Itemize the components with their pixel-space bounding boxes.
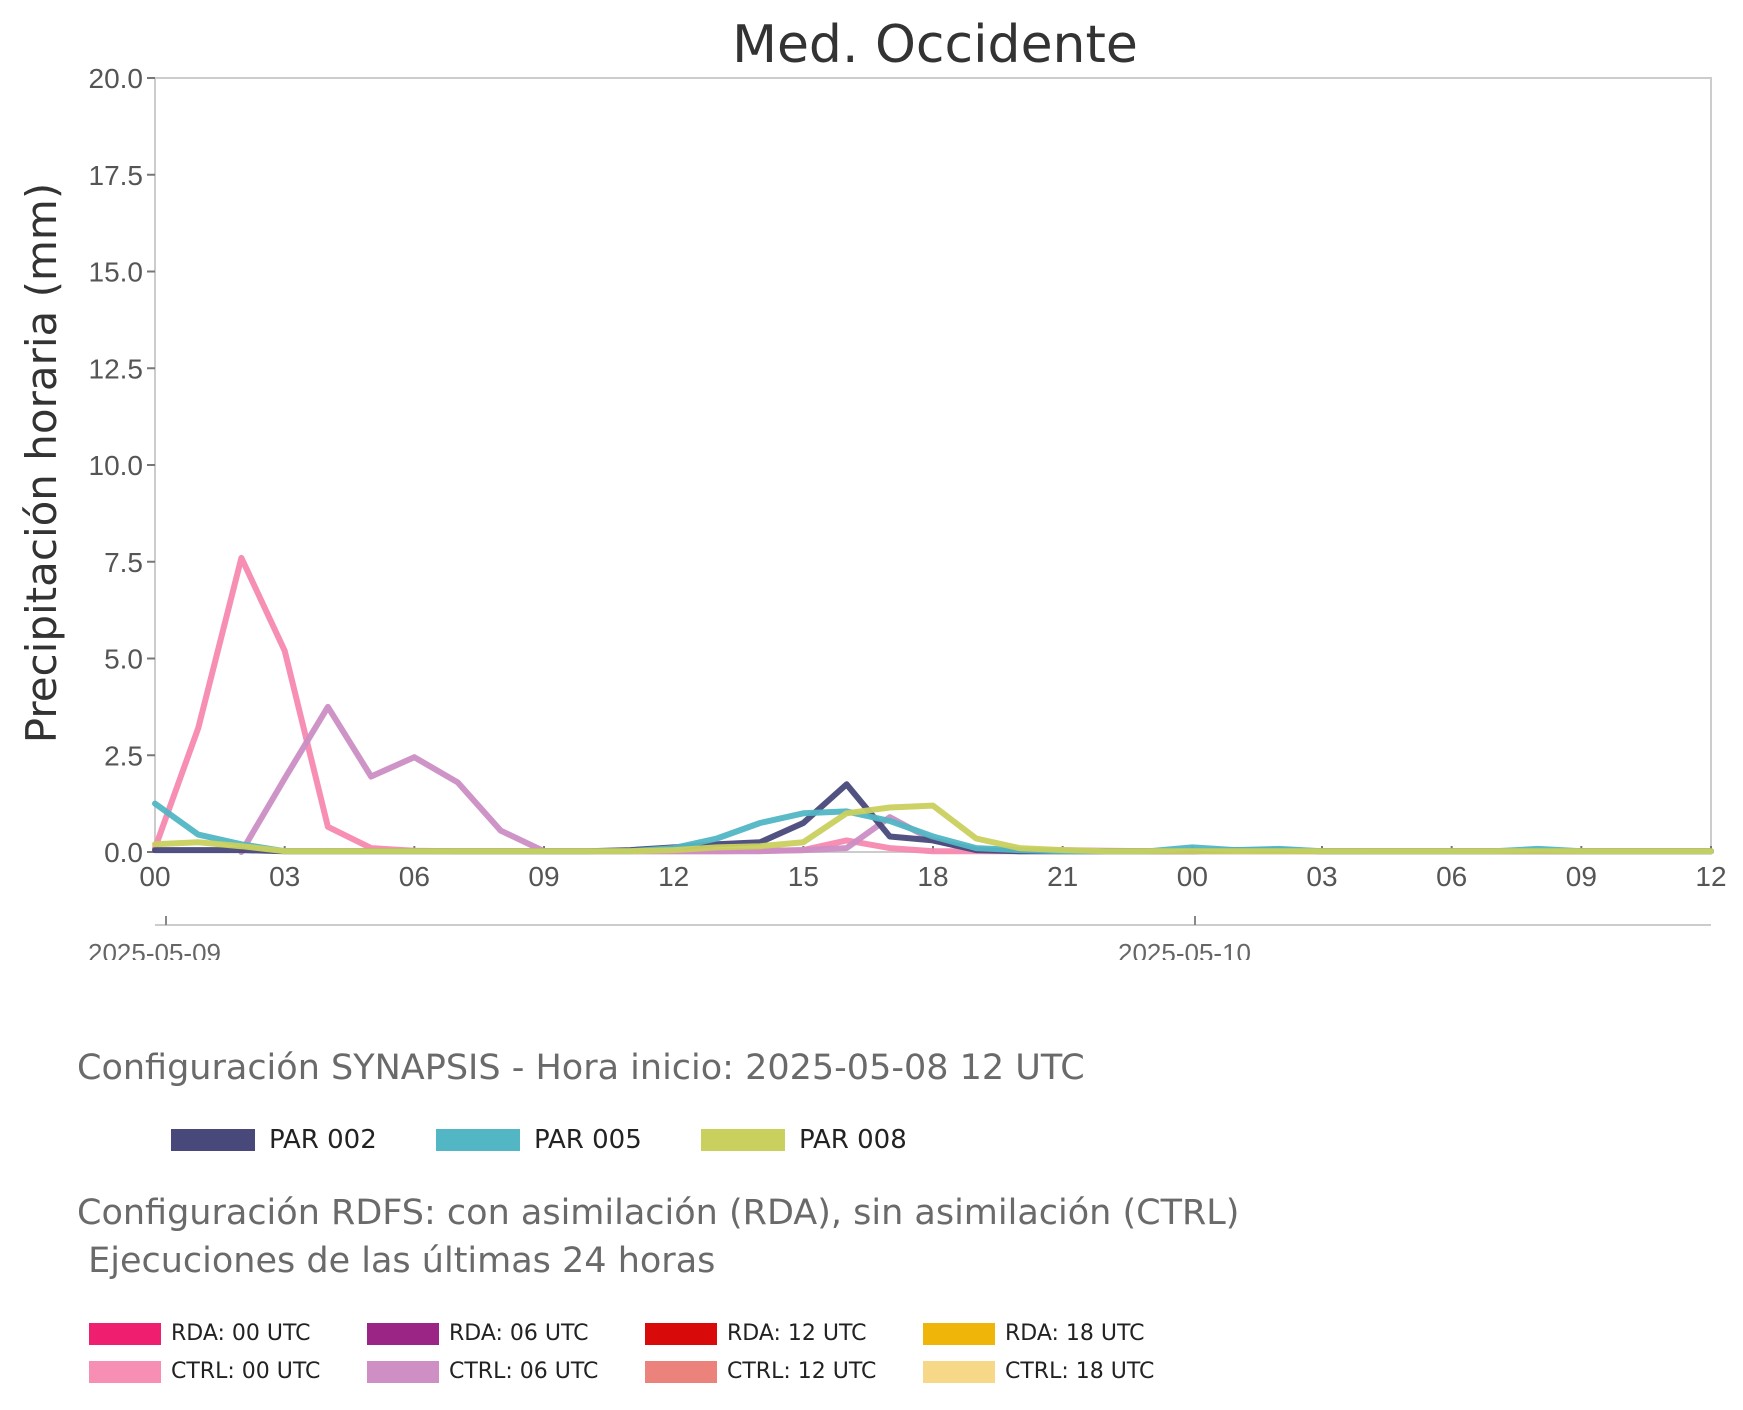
legend-label: RDA: 06 UTC — [449, 1321, 589, 1346]
legend-label: PAR 002 — [269, 1125, 377, 1155]
legend-item-rda-18: RDA: 18 UTC — [923, 1321, 1201, 1346]
legend-label: CTRL: 18 UTC — [1005, 1359, 1155, 1384]
y-tick-label: 17.5 — [89, 160, 144, 191]
x-tick-label: 00 — [139, 861, 170, 892]
x-tick-label: 00 — [1177, 861, 1208, 892]
legend-item-ctrl-00: CTRL: 00 UTC — [89, 1359, 367, 1384]
legend-item-ctrl-06: CTRL: 06 UTC — [367, 1359, 645, 1384]
legend-swatch — [436, 1129, 520, 1151]
legend-label: PAR 005 — [534, 1125, 642, 1155]
date-label-0: 2025-05-09 — [88, 938, 221, 960]
x-tick-label: 12 — [658, 861, 689, 892]
rdfs-legend-row-ctrl: CTRL: 00 UTC CTRL: 06 UTC CTRL: 12 UTC C… — [89, 1359, 1201, 1384]
synapsis-legend-title: Configuración SYNAPSIS - Hora inicio: 20… — [77, 1048, 1085, 1088]
legend-item-rda-00: RDA: 00 UTC — [89, 1321, 367, 1346]
legend-label: RDA: 18 UTC — [1005, 1321, 1145, 1346]
x-tick-label: 21 — [1047, 861, 1078, 892]
legend-swatch — [171, 1129, 255, 1151]
series-line-par-005 — [152, 800, 1714, 855]
x-tick-label: 03 — [269, 861, 300, 892]
rdfs-legend-row-rda: RDA: 00 UTC RDA: 06 UTC RDA: 12 UTC RDA:… — [89, 1321, 1201, 1346]
y-tick-label: 7.5 — [104, 547, 143, 578]
y-tick-label: 12.5 — [89, 353, 144, 384]
legend-swatch — [89, 1322, 161, 1345]
legend-swatch — [923, 1322, 995, 1345]
series-line-ctrl-06-utc — [238, 703, 1714, 855]
legend-label: CTRL: 12 UTC — [727, 1359, 877, 1384]
legend-item-par-002: PAR 002 — [171, 1125, 436, 1155]
chart-title: Med. Occidente — [732, 15, 1138, 75]
legend-item-par-008: PAR 008 — [701, 1125, 966, 1155]
legend-swatch — [645, 1360, 717, 1383]
x-tick-label: 03 — [1306, 861, 1337, 892]
series-line-ctrl-00-utc — [152, 554, 1369, 855]
series-line-par-002 — [152, 781, 1714, 855]
x-axis-ticks: 00 03 06 09 12 15 18 21 00 03 06 09 12 — [139, 846, 1727, 892]
y-axis-label: Precipitación horaria (mm) — [17, 183, 66, 743]
x-tick-label: 18 — [917, 861, 948, 892]
legend-item-ctrl-18: CTRL: 18 UTC — [923, 1359, 1201, 1384]
y-axis-ticks: 0.0 2.5 5.0 7.5 10.0 12.5 15.0 17.5 20.0 — [89, 63, 155, 868]
synapsis-legend: PAR 002 PAR 005 PAR 008 — [171, 1125, 966, 1155]
legend-label: RDA: 00 UTC — [171, 1321, 311, 1346]
legend-swatch — [923, 1360, 995, 1383]
y-tick-label: 15.0 — [89, 257, 144, 288]
legend-item-rda-06: RDA: 06 UTC — [367, 1321, 645, 1346]
x-tick-label: 15 — [788, 861, 819, 892]
legend-item-par-005: PAR 005 — [436, 1125, 701, 1155]
legend-item-ctrl-12: CTRL: 12 UTC — [645, 1359, 923, 1384]
legend-label: PAR 008 — [799, 1125, 907, 1155]
series-line-par-008 — [152, 802, 1714, 855]
x-tick-label: 09 — [1566, 861, 1597, 892]
y-tick-label: 2.5 — [104, 740, 143, 771]
date-label-1: 2025-05-10 — [1118, 938, 1251, 960]
legend-item-rda-12: RDA: 12 UTC — [645, 1321, 923, 1346]
rdfs-legend-subtitle: Ejecuciones de las últimas 24 horas — [77, 1241, 716, 1281]
y-tick-label: 5.0 — [104, 644, 143, 675]
legend-label: CTRL: 00 UTC — [171, 1359, 321, 1384]
y-tick-label: 10.0 — [89, 450, 144, 481]
x-tick-label: 06 — [399, 861, 430, 892]
legend-swatch — [367, 1322, 439, 1345]
precipitation-chart: Med. Occidente Precipitación horaria (mm… — [17, 15, 1727, 960]
legend-swatch — [367, 1360, 439, 1383]
legend-label: CTRL: 06 UTC — [449, 1359, 599, 1384]
x-tick-label: 09 — [528, 861, 559, 892]
legend-label: RDA: 12 UTC — [727, 1321, 867, 1346]
legend-swatch — [701, 1129, 785, 1151]
rdfs-legend-title: Configuración RDFS: con asimilación (RDA… — [77, 1193, 1240, 1233]
x-tick-label: 06 — [1436, 861, 1467, 892]
legend-swatch — [89, 1360, 161, 1383]
series-lines — [152, 554, 1714, 855]
y-tick-label: 20.0 — [89, 63, 144, 94]
y-tick-label: 0.0 — [104, 837, 143, 868]
legend-swatch — [645, 1322, 717, 1345]
plot-frame — [154, 77, 1712, 853]
x-tick-label: 12 — [1695, 861, 1726, 892]
